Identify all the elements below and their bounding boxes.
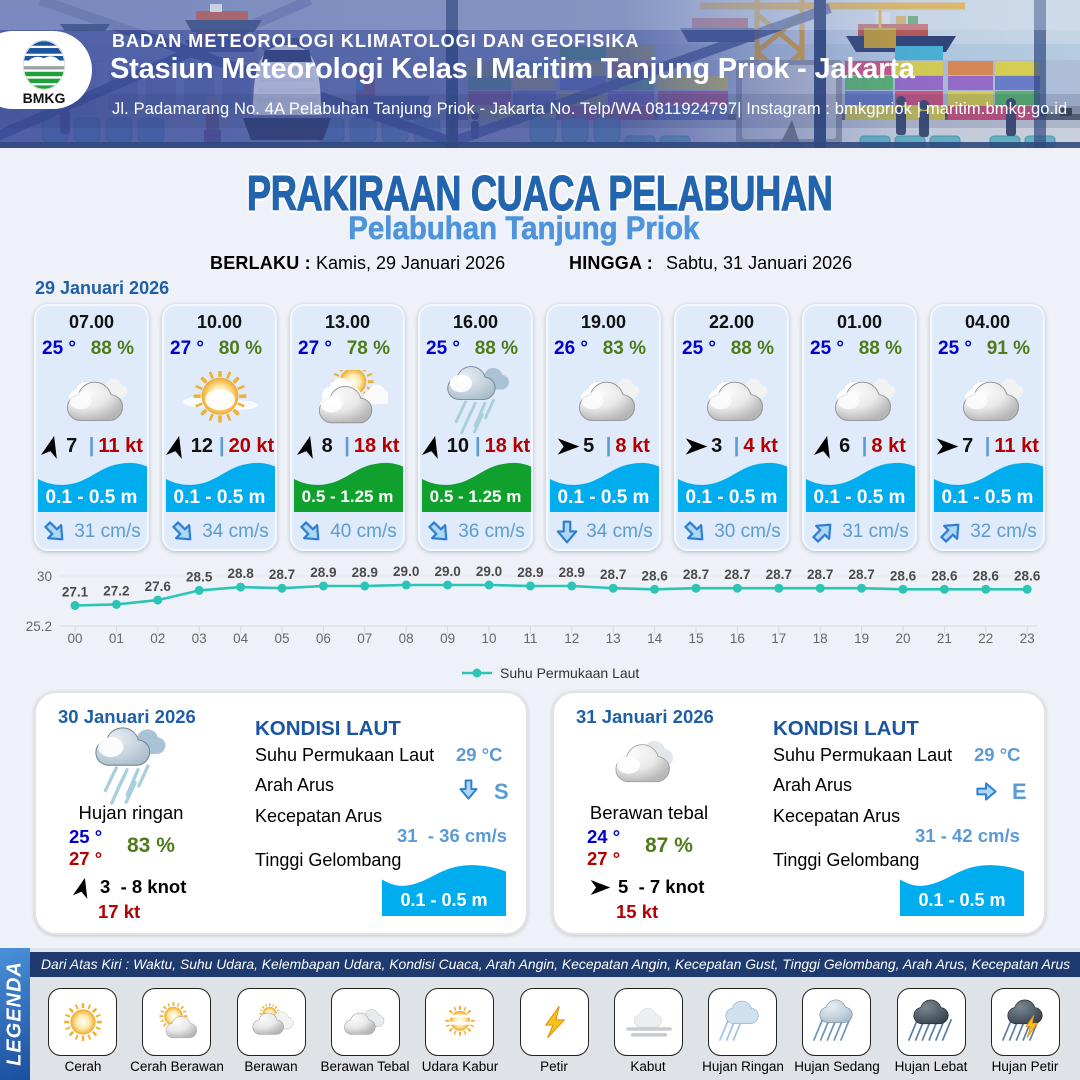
svg-text:28.5: 28.5	[186, 569, 213, 584]
svg-text:06: 06	[316, 631, 331, 646]
svg-text:16: 16	[730, 631, 745, 646]
svg-text:28.7: 28.7	[269, 567, 295, 582]
svg-text:30: 30	[37, 569, 52, 584]
svg-text:28.9: 28.9	[559, 565, 585, 580]
svg-text:00: 00	[67, 631, 82, 646]
svg-text:07: 07	[357, 631, 372, 646]
svg-text:29.0: 29.0	[393, 564, 419, 579]
svg-text:18: 18	[813, 631, 828, 646]
svg-text:04: 04	[233, 631, 249, 646]
svg-text:28.8: 28.8	[227, 566, 254, 581]
svg-text:28.7: 28.7	[600, 567, 626, 582]
svg-text:27.1: 27.1	[62, 585, 89, 600]
svg-text:02: 02	[150, 631, 165, 646]
svg-text:29.0: 29.0	[476, 564, 502, 579]
svg-text:28.7: 28.7	[683, 567, 709, 582]
svg-text:08: 08	[399, 631, 414, 646]
svg-text:28.7: 28.7	[807, 567, 833, 582]
svg-text:13: 13	[606, 631, 621, 646]
svg-text:09: 09	[440, 631, 455, 646]
svg-text:28.6: 28.6	[973, 568, 1000, 583]
svg-text:14: 14	[647, 631, 663, 646]
svg-text:03: 03	[192, 631, 207, 646]
svg-text:28.7: 28.7	[724, 567, 750, 582]
svg-text:29.0: 29.0	[434, 564, 460, 579]
svg-text:22: 22	[978, 631, 993, 646]
svg-text:27.2: 27.2	[103, 583, 129, 598]
svg-text:28.9: 28.9	[352, 565, 378, 580]
svg-text:28.6: 28.6	[641, 568, 668, 583]
svg-text:28.9: 28.9	[310, 565, 336, 580]
svg-text:Suhu Permukaan Laut: Suhu Permukaan Laut	[500, 665, 639, 681]
svg-text:28.6: 28.6	[890, 568, 917, 583]
svg-text:15: 15	[688, 631, 703, 646]
svg-text:01: 01	[109, 631, 124, 646]
svg-text:12: 12	[564, 631, 579, 646]
svg-text:05: 05	[274, 631, 289, 646]
svg-text:27.6: 27.6	[145, 579, 172, 594]
svg-text:28.6: 28.6	[931, 568, 958, 583]
svg-text:19: 19	[854, 631, 869, 646]
svg-text:23: 23	[1020, 631, 1035, 646]
svg-text:20: 20	[895, 631, 910, 646]
svg-text:25.2: 25.2	[26, 619, 52, 634]
svg-text:17: 17	[771, 631, 786, 646]
svg-text:28.7: 28.7	[848, 567, 874, 582]
svg-text:28.7: 28.7	[766, 567, 792, 582]
svg-text:28.6: 28.6	[1014, 568, 1041, 583]
svg-text:28.9: 28.9	[517, 565, 543, 580]
svg-text:21: 21	[937, 631, 952, 646]
svg-text:11: 11	[523, 631, 537, 646]
svg-text:10: 10	[481, 631, 496, 646]
